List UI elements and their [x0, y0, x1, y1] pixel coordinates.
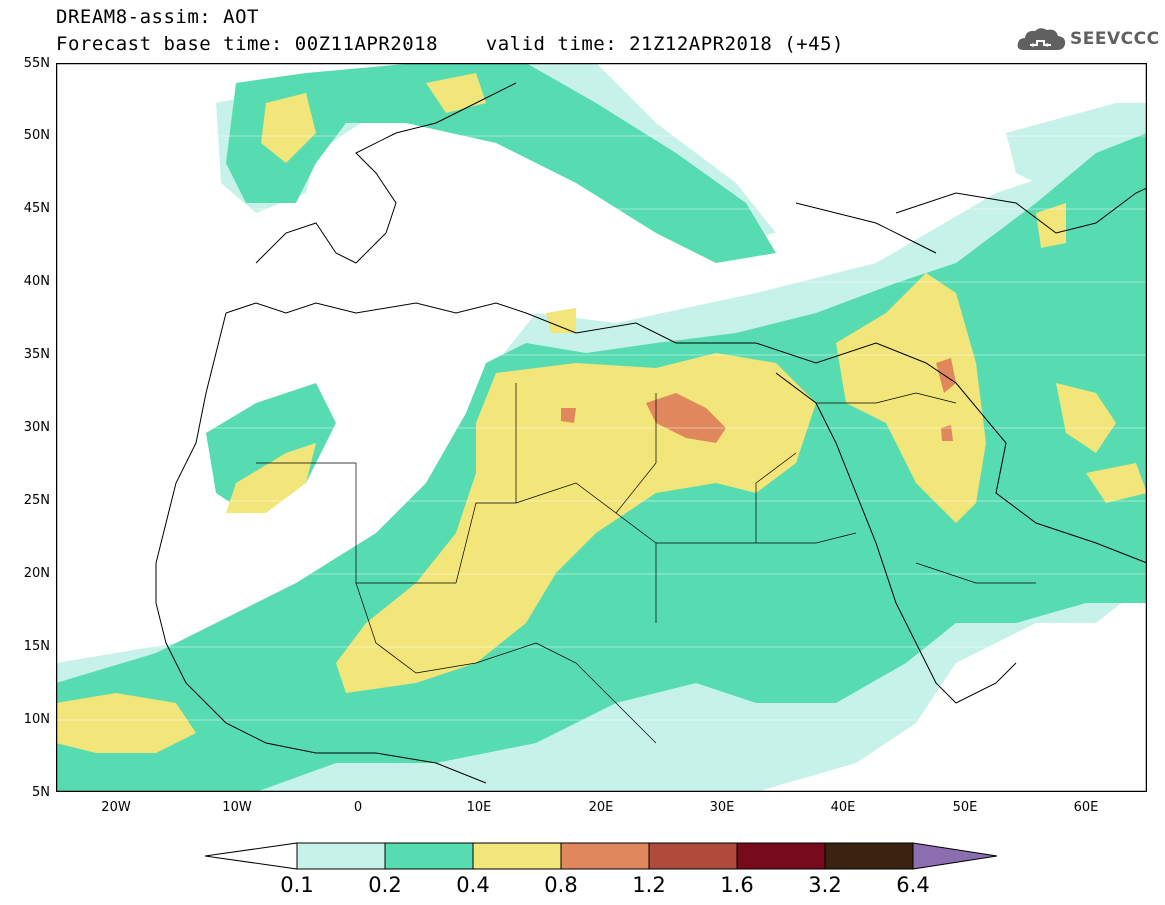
title-line-2: Forecast base time: 00Z11APR2018 valid t… [56, 33, 844, 55]
colorbar-high-arrow [912, 842, 998, 870]
lat-label: 55N [23, 56, 50, 71]
lon-label: 50E [952, 800, 978, 815]
colorbar-bin-0.1-0.2 [296, 842, 386, 870]
title-line-1: DREAM8-assim: AOT [56, 6, 259, 28]
colorbar-label: 1.2 [632, 873, 666, 897]
colorbar-low-arrow [205, 842, 298, 870]
colorbar-bin-1.6-3.2 [736, 842, 826, 870]
colorbar [205, 842, 998, 870]
lon-label: 60E [1073, 800, 1099, 815]
colorbar-bin-3.2-6.4 [824, 842, 914, 870]
lon-label: 30E [709, 800, 735, 815]
logo-text: SEEVCCC [1070, 29, 1160, 49]
aot-band-0.8 [561, 358, 956, 443]
grid-lines [56, 135, 1147, 721]
aot-map [56, 63, 1147, 792]
colorbar-label: 3.2 [808, 873, 842, 897]
lon-label: 10E [466, 800, 492, 815]
coastlines [155, 82, 1147, 784]
cloud-icon [1017, 28, 1066, 50]
lon-label: 0 [353, 800, 363, 815]
colorbar-label: 0.2 [368, 873, 402, 897]
borders [256, 383, 1036, 744]
colorbar-bin-0.2-0.4 [384, 842, 474, 870]
colorbar-label: 6.4 [896, 873, 930, 897]
lat-label: 10N [23, 712, 50, 727]
colorbar-label: 1.6 [720, 873, 754, 897]
lat-label: 15N [23, 639, 50, 654]
lat-label: 35N [23, 347, 50, 362]
seevccc-logo: SEEVCCC [1016, 26, 1159, 54]
colorbar-bin-0.8-1.2 [560, 842, 650, 870]
colorbar-label: 0.8 [544, 873, 578, 897]
lon-label: 10W [222, 800, 252, 815]
lat-label: 45N [23, 201, 50, 216]
lat-label: 40N [23, 274, 50, 289]
lat-label: 50N [23, 128, 50, 143]
lat-label: 30N [23, 420, 50, 435]
lat-label: 20N [23, 566, 50, 581]
lon-label: 40E [830, 800, 856, 815]
lat-label: 5N [32, 785, 50, 800]
colorbar-bin-0.4-0.8 [472, 842, 562, 870]
lon-label: 20E [588, 800, 614, 815]
colorbar-bin-1.2-1.6 [648, 842, 738, 870]
map-border [56, 63, 1147, 792]
colorbar-label: 0.1 [280, 873, 314, 897]
lon-label: 20W [101, 800, 131, 815]
lat-label: 25N [23, 493, 50, 508]
colorbar-label: 0.4 [456, 873, 490, 897]
